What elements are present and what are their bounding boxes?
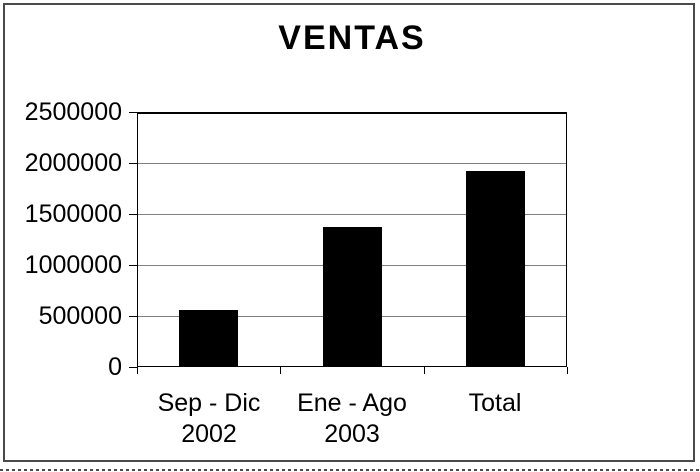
plot-area — [137, 112, 567, 367]
y-tick-label: 0 — [108, 353, 122, 381]
y-tick-mark — [129, 265, 137, 266]
y-tick-label: 1000000 — [24, 251, 122, 279]
plot-top-border — [137, 112, 567, 114]
page-break-dashed-line — [0, 469, 700, 471]
y-tick-mark — [129, 163, 137, 164]
x-tick-mark — [424, 367, 425, 374]
y-tick-mark — [129, 214, 137, 215]
bar-sep-dic-2002 — [179, 310, 238, 367]
plot-right-border — [566, 112, 567, 367]
x-category-label: Total — [468, 389, 522, 417]
y-tick-mark — [129, 367, 137, 368]
y-tick-label: 500000 — [38, 302, 122, 330]
x-tick-mark — [567, 367, 568, 374]
gridline — [137, 214, 567, 215]
x-category-label: Sep - Dic 2002 — [157, 389, 261, 448]
x-category-label: Ene - Ago 2003 — [297, 389, 407, 448]
x-tick-mark — [280, 367, 281, 374]
bar-ene-ago-2003 — [323, 227, 382, 367]
y-tick-mark — [129, 112, 137, 113]
x-tick-mark — [137, 367, 138, 374]
gridline — [137, 163, 567, 164]
y-axis-line — [137, 112, 138, 367]
chart-frame — [3, 3, 695, 462]
y-tick-label: 1500000 — [24, 200, 122, 228]
y-tick-label: 2500000 — [24, 98, 122, 126]
x-axis-line — [137, 366, 567, 367]
y-tick-label: 2000000 — [24, 149, 122, 177]
bar-total — [466, 171, 525, 367]
chart-title: VENTAS — [278, 19, 426, 57]
y-tick-mark — [129, 316, 137, 317]
